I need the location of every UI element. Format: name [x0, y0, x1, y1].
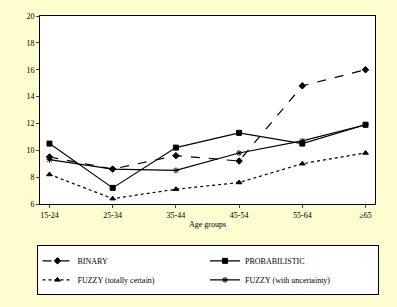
- svg-text:55-64: 55-64: [293, 211, 312, 220]
- svg-text:Age groups: Age groups: [189, 220, 226, 229]
- svg-text:BINARY: BINARY: [78, 257, 108, 266]
- svg-text:45-54: 45-54: [230, 211, 249, 220]
- svg-text:6: 6: [30, 200, 34, 209]
- svg-text:15-24: 15-24: [40, 211, 59, 220]
- svg-text:FUZZY (totally certain): FUZZY (totally certain): [78, 276, 155, 285]
- svg-text:FUZZY (with uncertainty): FUZZY (with uncertainty): [245, 276, 330, 285]
- svg-text:10: 10: [26, 146, 34, 155]
- svg-text:PROBABILISTIC: PROBABILISTIC: [245, 257, 305, 266]
- svg-text:12: 12: [26, 119, 34, 128]
- svg-text:16: 16: [26, 66, 34, 75]
- svg-text:25-34: 25-34: [103, 211, 122, 220]
- svg-text:≥65: ≥65: [359, 211, 371, 220]
- svg-text:35-44: 35-44: [167, 211, 186, 220]
- svg-text:18: 18: [26, 39, 34, 48]
- svg-text:8: 8: [30, 173, 34, 182]
- svg-text:14: 14: [26, 92, 34, 101]
- svg-text:20: 20: [26, 12, 34, 21]
